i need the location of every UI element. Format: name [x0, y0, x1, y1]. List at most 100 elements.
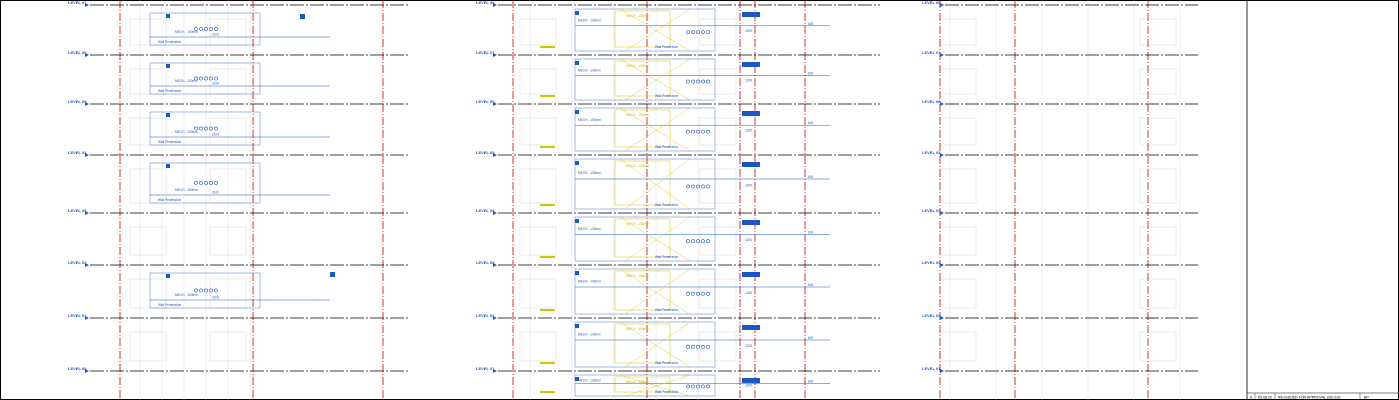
penetration-symbol: [204, 288, 208, 293]
yellow-service-zone: [614, 270, 671, 311]
service-zone: [574, 374, 716, 397]
service-zone: [149, 162, 261, 204]
penetration-symbol: [691, 79, 695, 84]
dimension-label: 1200: [745, 238, 752, 242]
dimension-label: 600: [808, 231, 814, 235]
level-label: LEVEL 06: [922, 99, 941, 104]
penetration-symbol: [686, 291, 690, 296]
yellow-run: [624, 374, 691, 397]
service-zone: [574, 321, 716, 368]
penetration-symbol: [686, 30, 690, 34]
penetration-symbol: [214, 76, 218, 81]
service-tag: MECH - 100mm: [175, 293, 198, 297]
penetration-symbol: [209, 288, 213, 293]
penetration-symbol: [706, 384, 710, 389]
ghost-window: [519, 117, 557, 146]
equipment-block: [575, 377, 579, 381]
yellow-service-tag: MECH - 100mm: [626, 274, 649, 278]
level-marker-icon: [85, 53, 89, 57]
equipment-block: [742, 62, 760, 67]
penetration-symbol: [701, 344, 705, 349]
penetration-label: Wall Penetration: [655, 203, 678, 207]
service-tag: MECH - 100mm: [578, 68, 601, 72]
penetration-symbol: [691, 184, 695, 189]
penetration-symbol: [691, 129, 695, 134]
ghost-window: [699, 331, 737, 362]
penetration-symbol: [194, 27, 198, 31]
revision-row: A 05.08.20 RE-ISSUED FOR APPROVAL (SD-2/…: [1247, 392, 1399, 400]
level-marker-icon: [493, 53, 497, 57]
ghost-window: [519, 168, 557, 204]
penetration-symbol: [199, 181, 203, 185]
penetration-symbol: [194, 76, 198, 81]
dimension-label: 600: [808, 175, 814, 179]
level-marker-icon: [940, 102, 944, 106]
penetration-symbol: [706, 239, 710, 244]
service-tag: MECH - 100mm: [175, 130, 198, 134]
penetration-symbol: [701, 291, 705, 296]
penetration-symbol: [696, 291, 700, 296]
dimension-label: 1200: [745, 344, 752, 348]
ghost-window: [129, 168, 167, 204]
penetration-symbol: [691, 384, 695, 389]
equipment-block: [742, 111, 760, 116]
level-marker-icon: [940, 211, 944, 215]
equipment-block: [742, 162, 760, 167]
penetration-symbol: [696, 79, 700, 84]
service-zone: [149, 272, 261, 309]
yellow-run: [619, 158, 691, 210]
level-label: LEVEL 05: [922, 150, 941, 155]
penetration-symbol: [686, 239, 690, 244]
penetration-symbol: [686, 129, 690, 134]
yellow-run: [624, 321, 691, 368]
service-tag: MECH - 100mm: [578, 333, 601, 337]
equipment-block: [166, 113, 170, 117]
dimension-label: 2100: [212, 33, 219, 37]
dimension-label: 600: [808, 22, 814, 26]
penetration-symbol: [209, 181, 213, 185]
dimension-label: 600: [808, 336, 814, 340]
dimension-label: 600: [808, 71, 814, 75]
level-marker-icon: [85, 153, 89, 157]
level-label: LEVEL 06: [476, 99, 495, 104]
penetration-symbol: [686, 344, 690, 349]
level-marker-icon: [493, 211, 497, 215]
yellow-service-zone: [614, 109, 671, 148]
yellow-service-tag: MECH - 100mm: [626, 327, 649, 331]
penetration-label: Wall Penetration: [655, 308, 678, 312]
penetration-symbol: [204, 76, 208, 81]
level-marker-icon: [940, 316, 944, 320]
ghost-window: [699, 278, 737, 309]
level-label: LEVEL 08: [922, 0, 941, 5]
equipment-block: [330, 272, 335, 277]
level-marker-icon: [85, 263, 89, 267]
penetration-label: Wall Penetration: [655, 390, 678, 394]
penetration-symbol: [686, 384, 690, 389]
yellow-run: [624, 268, 691, 315]
dimension-label: 1200: [745, 29, 752, 33]
level-label: LEVEL 02: [68, 260, 87, 265]
ghost-window: [1139, 18, 1177, 46]
revision-initials: BP: [1364, 396, 1369, 400]
yellow-run: [619, 374, 691, 397]
equipment-block: [575, 11, 579, 15]
level-label: LEVEL 08: [476, 0, 495, 5]
penetration-symbol: [706, 291, 710, 296]
ghost-window: [129, 278, 167, 309]
ghost-window: [699, 117, 737, 146]
penetration-symbol: [701, 184, 705, 189]
level-marker-icon: [940, 3, 944, 7]
penetration-symbol: [706, 30, 710, 34]
dimension-label: 600: [808, 379, 814, 383]
ghost-window: [1139, 331, 1177, 362]
yellow-service-zone: [614, 60, 671, 97]
penetration-label: Wall Penetration: [655, 361, 678, 365]
yellow-service-tag: MECH - 100mm: [626, 164, 649, 168]
yellow-service-tag: MECH - 100mm: [626, 113, 649, 117]
service-tag: MECH - 100mm: [175, 79, 198, 83]
level-label: LEVEL 07: [922, 50, 941, 55]
level-marker-icon: [493, 153, 497, 157]
service-tag: MECH - 100mm: [578, 171, 601, 175]
